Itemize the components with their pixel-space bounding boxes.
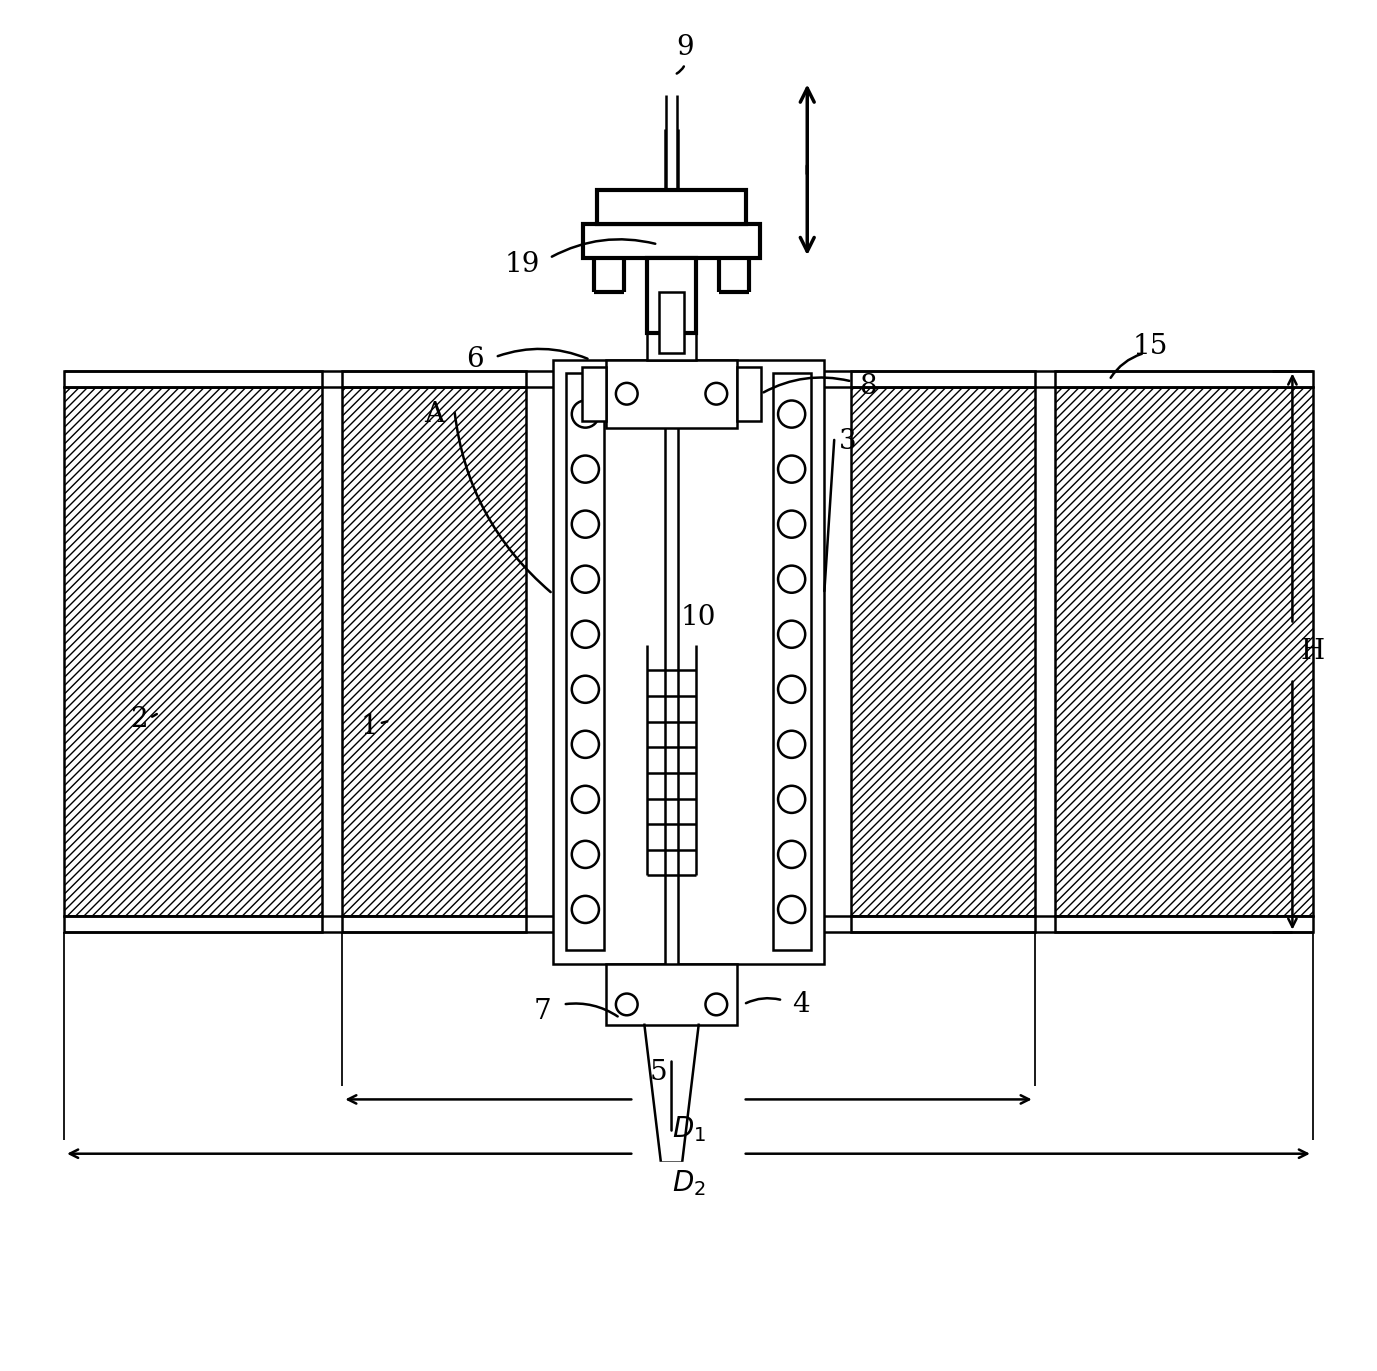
Circle shape — [778, 840, 806, 868]
Bar — [647, 285, 695, 359]
Bar — [343, 370, 526, 387]
Bar — [552, 359, 825, 964]
Text: H: H — [1301, 638, 1325, 665]
Bar — [737, 366, 761, 421]
Bar — [343, 916, 526, 932]
Bar — [647, 258, 695, 333]
Circle shape — [571, 400, 599, 428]
Bar — [606, 964, 737, 1024]
Bar — [851, 370, 1034, 387]
Circle shape — [571, 510, 599, 537]
Circle shape — [616, 994, 638, 1016]
Bar — [584, 223, 760, 258]
Bar — [851, 387, 1034, 916]
Text: A: A — [424, 400, 445, 428]
Circle shape — [571, 621, 599, 648]
Bar — [665, 129, 679, 1100]
Bar — [851, 916, 1034, 932]
Circle shape — [778, 621, 806, 648]
Bar — [1055, 387, 1312, 916]
Circle shape — [778, 400, 806, 428]
Circle shape — [778, 510, 806, 537]
Bar — [660, 292, 684, 352]
Text: 9: 9 — [676, 34, 694, 62]
Text: 7: 7 — [534, 998, 551, 1024]
Bar — [65, 370, 322, 387]
Circle shape — [571, 731, 599, 758]
Bar — [582, 366, 606, 421]
Bar — [65, 387, 322, 916]
Circle shape — [778, 731, 806, 758]
Circle shape — [778, 566, 806, 592]
Text: 4: 4 — [792, 991, 810, 1017]
Circle shape — [778, 895, 806, 923]
Circle shape — [571, 895, 599, 923]
Bar — [566, 373, 605, 950]
Circle shape — [571, 566, 599, 592]
Circle shape — [705, 383, 727, 404]
Text: $D_1$: $D_1$ — [672, 1115, 705, 1145]
Circle shape — [778, 786, 806, 813]
Circle shape — [616, 383, 638, 404]
Text: 10: 10 — [682, 605, 716, 631]
Circle shape — [778, 676, 806, 703]
Circle shape — [571, 676, 599, 703]
Bar — [65, 916, 322, 932]
Bar — [1055, 370, 1312, 387]
Circle shape — [571, 786, 599, 813]
Bar — [772, 373, 811, 950]
Polygon shape — [644, 1024, 698, 1160]
Text: 3: 3 — [839, 428, 856, 455]
Text: 5: 5 — [649, 1058, 666, 1086]
Circle shape — [778, 455, 806, 483]
Bar — [596, 191, 746, 223]
Text: 6: 6 — [465, 347, 483, 373]
Text: 19: 19 — [504, 251, 540, 278]
Circle shape — [571, 840, 599, 868]
Text: $D_2$: $D_2$ — [672, 1168, 705, 1198]
Text: 8: 8 — [859, 373, 877, 400]
Bar — [1055, 916, 1312, 932]
Bar — [606, 359, 737, 428]
Text: 2: 2 — [129, 706, 147, 733]
Text: 15: 15 — [1132, 333, 1168, 359]
Bar — [343, 387, 526, 916]
Circle shape — [571, 455, 599, 483]
Circle shape — [705, 994, 727, 1016]
Text: 1: 1 — [361, 713, 379, 740]
